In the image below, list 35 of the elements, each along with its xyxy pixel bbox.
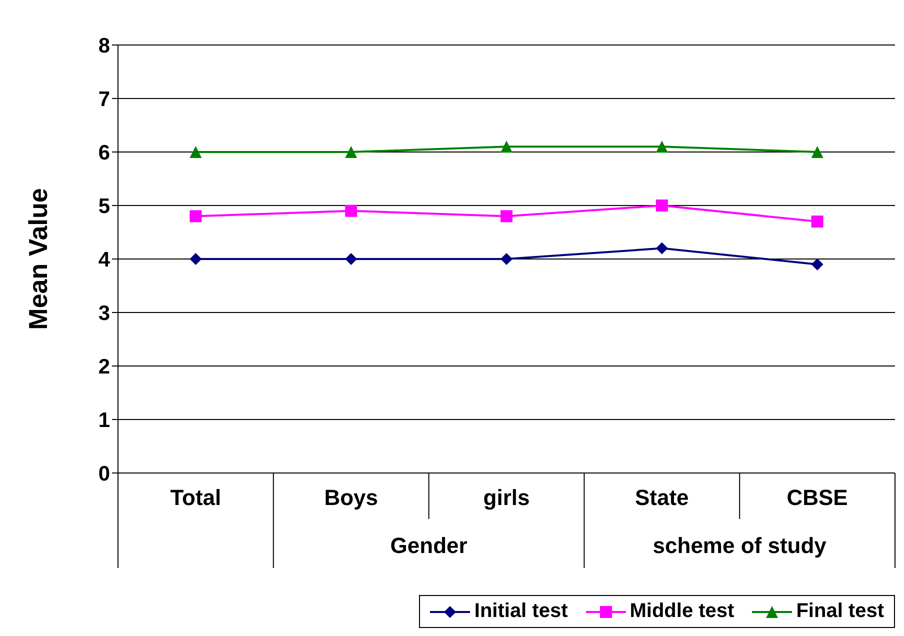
- y-tick-label: 1: [98, 408, 110, 432]
- y-tick-label: 3: [98, 302, 110, 325]
- point: [656, 140, 668, 153]
- legend-label: Final test: [795, 600, 884, 623]
- point: [190, 253, 202, 265]
- point: [500, 253, 512, 265]
- y-tick-label: 7: [98, 88, 110, 111]
- x-tick-label: Total: [170, 485, 222, 510]
- point: [811, 216, 824, 228]
- point: [811, 258, 824, 270]
- y-tick-label: 6: [98, 141, 110, 164]
- point: [656, 242, 668, 254]
- text: Gender: [390, 533, 468, 558]
- point: [811, 146, 824, 158]
- point: [345, 204, 358, 217]
- x-tick-label: State: [635, 485, 689, 510]
- point: [190, 146, 202, 158]
- point: [656, 200, 668, 212]
- point: [345, 146, 358, 158]
- point: [500, 140, 512, 153]
- text: scheme of study: [652, 533, 828, 558]
- y-tick-label: 2: [98, 355, 110, 378]
- legend-label: Initial test: [473, 600, 568, 623]
- x-tick-label: girls: [483, 485, 530, 510]
- y-axis-title: Mean Value: [23, 188, 54, 330]
- x-tick-label: Boys: [324, 485, 378, 510]
- y-tick-label: 8: [98, 34, 110, 58]
- point: [500, 210, 512, 222]
- point: [190, 210, 202, 222]
- y-tick-label: 4: [98, 248, 110, 272]
- y-tick-label: 0: [98, 462, 110, 486]
- legend-label: Middle test: [628, 600, 734, 623]
- x-tick-label: CBSE: [786, 485, 848, 510]
- y-tick-label: 5: [98, 194, 110, 218]
- point: [345, 253, 358, 265]
